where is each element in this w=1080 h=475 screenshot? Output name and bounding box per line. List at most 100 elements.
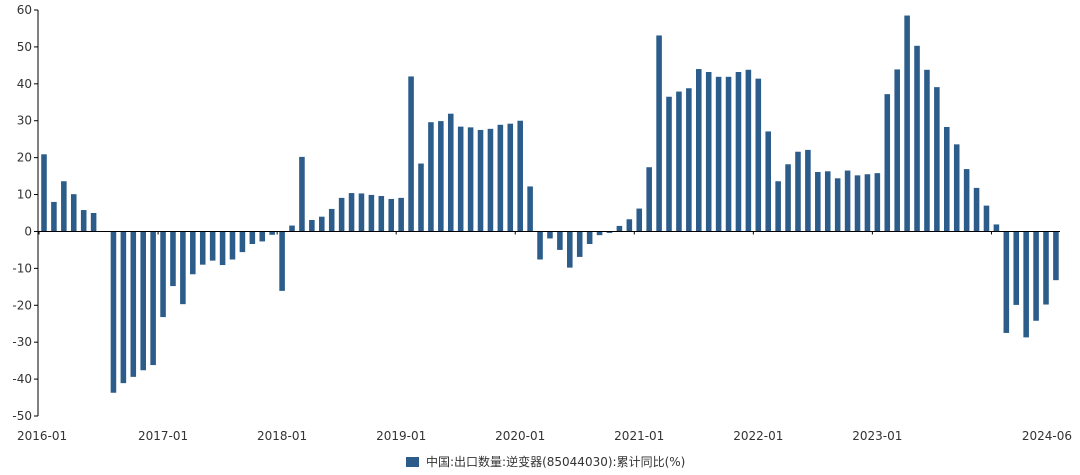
bar: [378, 196, 385, 232]
bar: [428, 122, 434, 232]
bar: [1023, 231, 1029, 338]
bar: [934, 87, 940, 232]
bar: [676, 91, 682, 232]
bar: [785, 164, 791, 232]
x-tick-label: 2018-01: [257, 429, 307, 443]
bar: [695, 69, 702, 232]
bar: [705, 72, 712, 232]
bar: [586, 231, 593, 244]
legend-swatch: [406, 457, 419, 467]
bar: [993, 224, 1000, 232]
bar: [824, 171, 831, 232]
bar: [319, 216, 325, 232]
y-tick-label: -20: [12, 298, 32, 312]
bar: [41, 154, 47, 232]
bar: [299, 156, 305, 232]
bar: [110, 231, 117, 393]
bar: [259, 231, 266, 242]
bar: [656, 35, 662, 232]
bar: [467, 127, 474, 232]
bar: [517, 120, 523, 232]
bar: [527, 186, 533, 232]
bar: [358, 193, 365, 232]
bar: [894, 69, 900, 232]
bar: [1043, 231, 1049, 305]
bar: [1013, 231, 1020, 305]
bar: [61, 181, 67, 232]
x-tick-label: 2017-01: [138, 429, 188, 443]
bar: [408, 76, 414, 232]
bar: [606, 231, 613, 233]
bar: [497, 124, 504, 232]
bar: [686, 88, 692, 232]
bar: [190, 231, 196, 275]
x-tick-label: 2024-06: [1022, 429, 1072, 443]
bar: [944, 127, 950, 232]
bar: [775, 181, 781, 232]
bar: [388, 198, 395, 232]
bar: [140, 231, 146, 371]
y-tick-label: -10: [12, 261, 32, 275]
bar: [438, 121, 444, 232]
bar: [209, 231, 216, 261]
bar: [914, 45, 920, 232]
y-tick-label: -50: [12, 409, 32, 423]
bar: [309, 220, 315, 232]
bar: [755, 78, 762, 232]
bar: [338, 197, 345, 232]
bar: [795, 151, 801, 232]
bar: [269, 231, 275, 235]
bar: [745, 69, 752, 232]
bar: [180, 231, 186, 305]
bar: [80, 210, 87, 232]
bar: [963, 169, 970, 232]
bar: [815, 172, 821, 232]
bar: [646, 167, 652, 232]
bar: [953, 144, 960, 232]
y-tick-label: 10: [17, 188, 32, 202]
y-tick-label: 50: [17, 40, 32, 54]
bar: [924, 69, 930, 232]
bar: [249, 231, 256, 244]
x-axis: 2016-01 2017-01 2018-01 2019-01 2020-01 2021-…: [17, 230, 1072, 443]
bar: [874, 173, 881, 232]
bar: [120, 231, 127, 384]
bars-group: [41, 15, 1059, 393]
bar: [576, 231, 583, 257]
bar: [537, 231, 543, 260]
legend-label: 中国:出口数量:逆变器(85044030):累计同比(%): [426, 454, 685, 469]
bar: [973, 187, 980, 232]
bar: [477, 129, 484, 232]
x-tick-label: 2021-01: [614, 429, 664, 443]
bar: [864, 174, 871, 232]
bar: [170, 231, 176, 287]
bar: [854, 175, 861, 232]
bar: [725, 76, 732, 232]
y-tick-label: 0: [24, 224, 32, 238]
x-tick-label: 2020-01: [495, 429, 545, 443]
bar: [348, 193, 355, 232]
bar: [328, 208, 335, 232]
x-tick-label: 2022-01: [733, 429, 783, 443]
bar: [398, 197, 404, 232]
bar: [90, 213, 97, 232]
bar: [1053, 231, 1059, 281]
y-tick-label: -30: [12, 335, 32, 349]
bar: [70, 194, 77, 232]
bar: [368, 194, 375, 232]
bar: [289, 225, 295, 232]
x-tick-label: 2019-01: [376, 429, 426, 443]
bar: [666, 96, 672, 232]
bar: [487, 128, 494, 232]
bar: [834, 178, 841, 232]
legend: 中国:出口数量:逆变器(85044030):累计同比(%): [406, 454, 685, 469]
x-tick-label: 2023-01: [852, 429, 902, 443]
bar: [547, 231, 553, 239]
y-tick-label: 60: [17, 3, 32, 17]
y-tick-label: 20: [17, 151, 32, 165]
bar: [150, 231, 156, 366]
bar: [636, 208, 643, 232]
bar: [507, 123, 514, 232]
